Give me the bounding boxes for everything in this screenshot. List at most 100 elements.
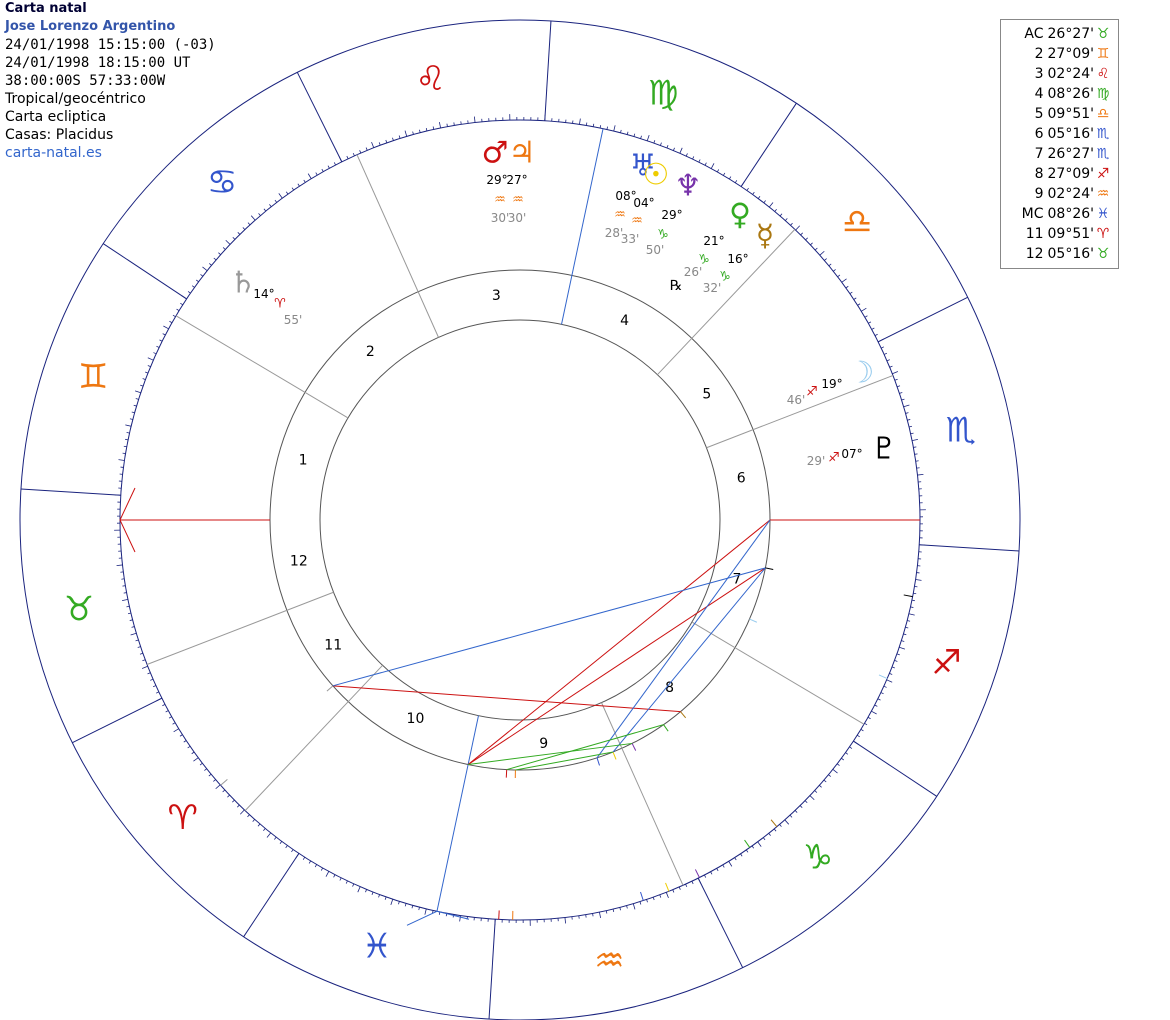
degree-tick — [133, 404, 137, 407]
degree-tick — [418, 907, 420, 911]
degree-tick — [871, 710, 877, 715]
degree-tick — [653, 140, 656, 144]
house-cusp-line — [691, 621, 865, 725]
degree-tick — [269, 204, 272, 207]
house-cusp-label: 3 — [1034, 66, 1044, 82]
degree-tick — [606, 126, 608, 130]
degree-tick — [745, 849, 749, 853]
degree-tick — [446, 123, 448, 127]
degree-tick — [285, 191, 289, 195]
degree-tick — [352, 152, 355, 157]
site-link[interactable]: carta-natal.es — [5, 145, 102, 161]
chart-info: Carta natal Jose Lorenzo Argentino 24/01… — [5, 0, 216, 162]
degree-tick — [131, 626, 135, 628]
house-cusp-line — [706, 375, 894, 449]
degree-tick — [734, 180, 738, 184]
pluto-minutes: 29' — [807, 454, 826, 468]
pisces-sign-icon: ♓ — [362, 927, 392, 967]
sign-boundary — [20, 488, 121, 496]
degree-tick — [225, 239, 231, 245]
sign-icon: ♈ — [1096, 226, 1110, 242]
degree-tick — [333, 874, 336, 878]
degree-tick — [665, 892, 669, 899]
house-cusp-value: 02°24' — [1047, 186, 1094, 202]
house-cusp-value: 05°16' — [1047, 126, 1094, 142]
degree-tick — [908, 425, 913, 428]
degree-tick — [365, 889, 367, 893]
house-cusp-label: MC — [1021, 206, 1044, 222]
degree-tick — [239, 809, 245, 815]
degree-tick — [824, 258, 827, 261]
degree-tick — [390, 899, 394, 906]
venus-icon: ♀ — [729, 198, 751, 233]
sign-boundary — [853, 740, 937, 797]
degree-tick — [779, 824, 782, 827]
degree-tick — [152, 685, 157, 688]
house-cusp-row: 2 27°09' ♊ — [1001, 44, 1118, 64]
chart-type-label: Carta ecliptica — [5, 109, 107, 125]
degree-tick — [155, 691, 159, 694]
degree-tick — [626, 131, 629, 135]
degree-tick — [685, 883, 688, 888]
degree-tick — [237, 232, 241, 235]
ascendant-arrow — [119, 487, 136, 553]
degree-tick — [202, 266, 208, 272]
degree-tick — [140, 384, 144, 387]
degree-tick — [187, 745, 191, 749]
degree-tick — [156, 345, 160, 348]
degree-tick — [327, 165, 330, 169]
aspect-line — [468, 742, 633, 766]
aspect-line — [332, 685, 681, 713]
degree-tick — [833, 269, 836, 272]
degree-tick — [710, 163, 715, 169]
sun-sign-icon: ♒ — [631, 214, 643, 229]
sign-boundary — [243, 853, 300, 937]
degree-tick — [274, 199, 278, 203]
sun-house-tick — [612, 751, 617, 760]
degree-tick — [404, 130, 408, 137]
degree-tick — [116, 564, 123, 567]
house-cusp-line — [657, 229, 796, 376]
mars-minutes: 30' — [491, 211, 510, 225]
degree-tick — [913, 446, 917, 448]
degree-tick — [716, 868, 719, 872]
uranus-minutes: 28' — [605, 226, 624, 240]
degree-tick — [147, 365, 151, 367]
house-cusp-value: 08°26' — [1047, 86, 1094, 102]
degree-tick — [877, 698, 881, 701]
degree-tick — [142, 659, 146, 662]
pluto-degree: 07° — [841, 447, 862, 461]
sagittarius-sign-icon: ♐ — [931, 643, 961, 683]
house-cusp-label: 6 — [1034, 126, 1044, 142]
moon-house-tick — [749, 618, 758, 623]
degree-tick — [168, 716, 172, 719]
degree-tick — [619, 907, 621, 911]
house-cusp-label: 2 — [1034, 46, 1044, 62]
degree-tick — [165, 710, 169, 713]
sign-icon: ♉ — [1096, 26, 1110, 42]
degree-tick — [118, 459, 125, 461]
degree-tick — [371, 891, 374, 895]
degree-tick — [384, 896, 387, 900]
house-cusp-value: 09°51' — [1047, 106, 1094, 122]
sign-boundary — [103, 243, 187, 300]
house-cusp-label: 12 — [1025, 246, 1044, 262]
sun-icon: ☉ — [643, 158, 670, 193]
house-number: 8 — [665, 680, 674, 696]
degree-tick — [173, 728, 179, 733]
degree-tick — [291, 187, 295, 191]
degree-tick — [913, 592, 917, 595]
degree-tick — [849, 746, 853, 749]
pluto-sign-icon: ♐ — [828, 451, 840, 466]
house-cusp-label: 9 — [1034, 186, 1044, 202]
moon-sign-icon: ♐ — [806, 385, 818, 400]
degree-tick — [868, 321, 872, 324]
house-cusp-label: 7 — [1034, 146, 1044, 162]
libra-sign-icon: ♎ — [842, 202, 872, 242]
degree-tick — [678, 886, 681, 890]
degree-tick — [790, 222, 793, 226]
degree-tick — [371, 141, 375, 148]
sign-icon: ♏ — [1096, 146, 1110, 162]
house-cusp-line — [356, 154, 439, 338]
degree-tick — [810, 242, 813, 246]
